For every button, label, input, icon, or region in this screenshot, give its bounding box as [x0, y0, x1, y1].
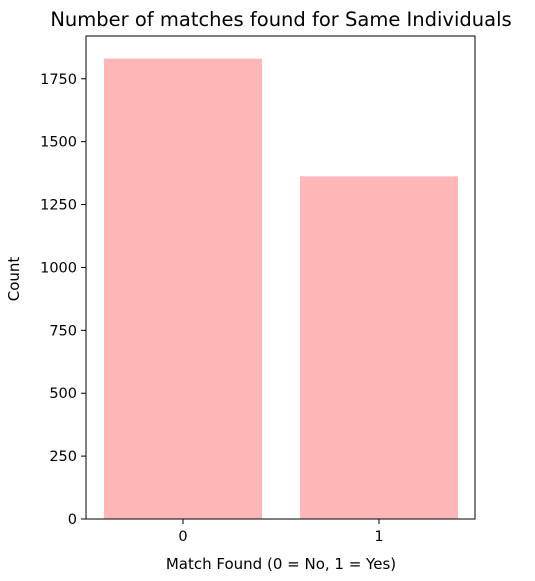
- y-tick-label: 1250: [40, 198, 77, 214]
- y-tick-label: 250: [49, 449, 77, 465]
- plot-frame: [85, 35, 476, 520]
- y-tick-label: 0: [68, 512, 77, 528]
- chart-title: Number of matches found for Same Individ…: [50, 8, 511, 31]
- y-tick-label: 500: [49, 386, 77, 402]
- y-tick-label: 1750: [40, 72, 77, 88]
- x-axis-label: Match Found (0 = No, 1 = Yes): [166, 555, 396, 573]
- bar-0: [104, 58, 262, 519]
- y-tick-label: 1000: [40, 260, 77, 276]
- bar-1: [300, 176, 458, 519]
- x-tick-label: 1: [374, 529, 383, 545]
- y-tick-label: 1500: [40, 135, 77, 151]
- y-tick-label: 750: [49, 323, 77, 339]
- x-tick-label: 0: [178, 529, 187, 545]
- y-axis: 0 250 500 750 1000 1250 1500 1750: [40, 72, 86, 528]
- y-axis-label: Count: [5, 257, 23, 302]
- bars-layer: [104, 58, 458, 519]
